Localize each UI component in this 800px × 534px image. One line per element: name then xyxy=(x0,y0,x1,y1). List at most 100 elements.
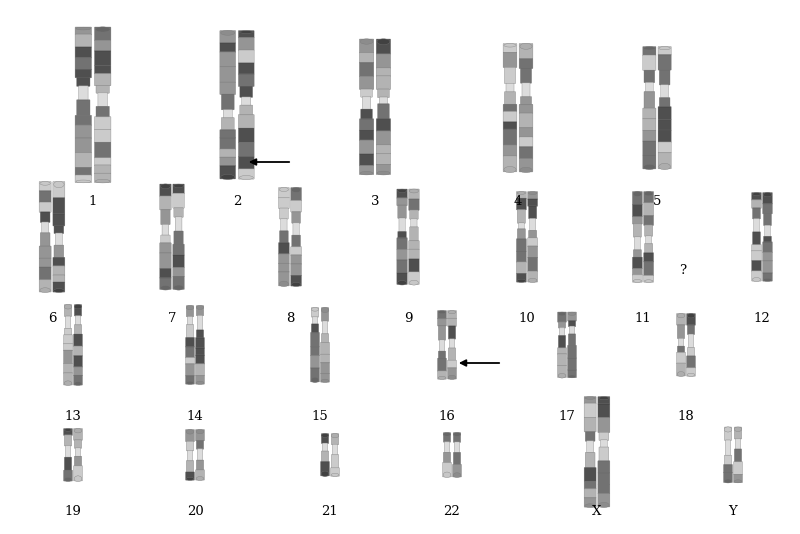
Text: ?: ? xyxy=(679,263,686,277)
Ellipse shape xyxy=(585,397,595,399)
FancyBboxPatch shape xyxy=(598,397,610,404)
FancyBboxPatch shape xyxy=(321,354,330,363)
Ellipse shape xyxy=(520,43,532,49)
FancyBboxPatch shape xyxy=(173,276,184,289)
Ellipse shape xyxy=(321,434,329,437)
FancyBboxPatch shape xyxy=(196,305,204,316)
Ellipse shape xyxy=(174,285,183,290)
FancyBboxPatch shape xyxy=(54,225,64,234)
Ellipse shape xyxy=(504,44,516,47)
FancyBboxPatch shape xyxy=(321,342,330,355)
Text: 12: 12 xyxy=(754,312,770,325)
FancyBboxPatch shape xyxy=(516,239,526,252)
FancyBboxPatch shape xyxy=(734,474,742,483)
Ellipse shape xyxy=(752,193,761,195)
FancyBboxPatch shape xyxy=(238,156,254,169)
FancyBboxPatch shape xyxy=(39,267,51,280)
FancyBboxPatch shape xyxy=(503,145,517,156)
FancyBboxPatch shape xyxy=(584,481,596,489)
Ellipse shape xyxy=(528,192,537,194)
FancyBboxPatch shape xyxy=(75,57,91,70)
FancyBboxPatch shape xyxy=(598,404,610,418)
FancyBboxPatch shape xyxy=(220,157,236,166)
FancyBboxPatch shape xyxy=(518,223,524,230)
FancyBboxPatch shape xyxy=(762,242,773,253)
FancyBboxPatch shape xyxy=(290,255,302,264)
FancyBboxPatch shape xyxy=(516,198,526,210)
FancyBboxPatch shape xyxy=(644,70,654,83)
FancyBboxPatch shape xyxy=(321,461,330,476)
FancyBboxPatch shape xyxy=(160,253,171,269)
FancyBboxPatch shape xyxy=(310,332,319,347)
FancyBboxPatch shape xyxy=(281,218,287,231)
FancyBboxPatch shape xyxy=(94,116,111,130)
FancyBboxPatch shape xyxy=(642,141,656,155)
FancyBboxPatch shape xyxy=(220,67,236,82)
FancyBboxPatch shape xyxy=(290,247,302,255)
FancyBboxPatch shape xyxy=(63,470,73,481)
FancyBboxPatch shape xyxy=(503,156,517,172)
FancyBboxPatch shape xyxy=(567,358,577,370)
FancyBboxPatch shape xyxy=(584,403,596,418)
Ellipse shape xyxy=(410,280,418,285)
Ellipse shape xyxy=(331,434,339,438)
FancyBboxPatch shape xyxy=(598,473,610,485)
Ellipse shape xyxy=(558,312,566,316)
FancyBboxPatch shape xyxy=(762,252,773,261)
Ellipse shape xyxy=(196,381,204,384)
Ellipse shape xyxy=(453,433,461,436)
FancyBboxPatch shape xyxy=(518,229,526,239)
FancyBboxPatch shape xyxy=(198,315,202,330)
Ellipse shape xyxy=(311,377,318,383)
Ellipse shape xyxy=(558,373,566,378)
Ellipse shape xyxy=(64,477,72,482)
FancyBboxPatch shape xyxy=(454,442,460,453)
FancyBboxPatch shape xyxy=(40,233,50,247)
FancyBboxPatch shape xyxy=(559,327,565,336)
Ellipse shape xyxy=(687,313,694,318)
FancyBboxPatch shape xyxy=(752,250,762,261)
Ellipse shape xyxy=(321,471,329,477)
Ellipse shape xyxy=(598,502,609,508)
Ellipse shape xyxy=(221,30,234,35)
FancyBboxPatch shape xyxy=(74,325,82,335)
FancyBboxPatch shape xyxy=(724,455,732,465)
FancyBboxPatch shape xyxy=(409,199,419,210)
FancyBboxPatch shape xyxy=(75,167,91,176)
FancyBboxPatch shape xyxy=(519,146,533,159)
Ellipse shape xyxy=(174,184,183,187)
Text: 21: 21 xyxy=(322,505,338,518)
FancyBboxPatch shape xyxy=(376,119,390,131)
FancyBboxPatch shape xyxy=(293,223,299,235)
FancyBboxPatch shape xyxy=(75,125,91,138)
FancyBboxPatch shape xyxy=(75,115,91,125)
Ellipse shape xyxy=(504,167,516,173)
Ellipse shape xyxy=(763,278,772,281)
Ellipse shape xyxy=(568,312,576,316)
FancyBboxPatch shape xyxy=(240,86,253,97)
Ellipse shape xyxy=(74,428,82,433)
FancyBboxPatch shape xyxy=(658,130,671,143)
FancyBboxPatch shape xyxy=(397,249,407,260)
FancyBboxPatch shape xyxy=(222,117,234,130)
FancyBboxPatch shape xyxy=(504,67,516,84)
Ellipse shape xyxy=(585,504,595,507)
FancyBboxPatch shape xyxy=(409,241,419,250)
FancyBboxPatch shape xyxy=(64,328,72,335)
FancyBboxPatch shape xyxy=(503,111,517,122)
FancyBboxPatch shape xyxy=(586,452,595,468)
Ellipse shape xyxy=(161,286,170,290)
FancyBboxPatch shape xyxy=(94,158,111,166)
FancyBboxPatch shape xyxy=(658,106,671,120)
FancyBboxPatch shape xyxy=(160,243,171,253)
Ellipse shape xyxy=(677,313,685,318)
FancyBboxPatch shape xyxy=(658,46,671,55)
Ellipse shape xyxy=(161,184,170,189)
Ellipse shape xyxy=(95,27,110,32)
FancyBboxPatch shape xyxy=(598,418,610,433)
Text: 17: 17 xyxy=(558,410,575,423)
FancyBboxPatch shape xyxy=(278,242,290,254)
FancyBboxPatch shape xyxy=(332,444,338,455)
FancyBboxPatch shape xyxy=(186,375,194,384)
FancyBboxPatch shape xyxy=(75,175,91,183)
